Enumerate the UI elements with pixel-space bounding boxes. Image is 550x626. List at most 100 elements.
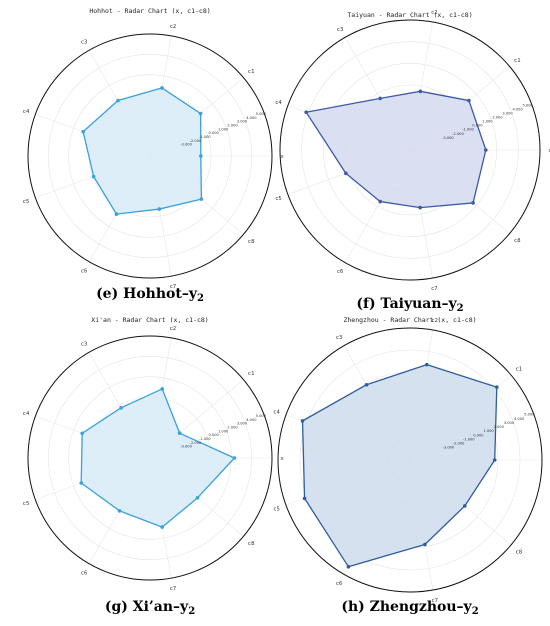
tick-label: -2.000 (190, 139, 202, 143)
tick-label: 1.000 (483, 429, 494, 433)
axis-label-c2: c2 (431, 318, 438, 324)
data-point-c8 (195, 496, 200, 500)
axis-label-c2: c2 (431, 10, 438, 16)
tick-label: 2.000 (492, 116, 503, 120)
figure-caption: (f) Taiyuan–y2 (356, 296, 463, 314)
tick-label: 3.000 (237, 422, 248, 426)
data-point-c6 (346, 564, 351, 569)
axis-label-c4: c4 (273, 409, 280, 415)
axis-label-c1: c1 (248, 371, 255, 377)
tick-label: 4.000 (246, 116, 257, 120)
tick-label: 4.000 (514, 417, 525, 421)
tick-label: 0.000 (209, 433, 220, 437)
tick-label: -1.000 (199, 437, 211, 441)
data-point-c8 (462, 504, 467, 508)
data-point-c1 (198, 111, 203, 116)
data-point-c2 (160, 387, 164, 391)
tick-label: 2.000 (494, 425, 505, 429)
data-point-c3 (364, 382, 369, 387)
figure-caption: (h) Zhengzhou–y2 (341, 599, 478, 617)
data-point-c4 (81, 129, 85, 134)
tick-label: -3.000 (180, 445, 192, 449)
data-point-c3 (119, 406, 123, 410)
tick-label: -3.000 (443, 446, 455, 450)
radar-chart-1: 5.0004.0003.0002.0001.0000.000-1.000-2.0… (23, 7, 285, 304)
axis-label-c5: c5 (23, 501, 30, 507)
chart-title: Hohhot - Radar Chart (x, c1-c8) (89, 7, 210, 15)
axis-label-c8: c8 (514, 238, 521, 244)
data-point-c7 (423, 542, 427, 547)
axis-label-c7: c7 (170, 586, 177, 592)
data-point-c2 (425, 362, 429, 367)
axis-label-c6: c6 (336, 581, 343, 587)
data-point-c5 (344, 171, 348, 176)
axis-label-c5: c5 (275, 196, 282, 202)
data-point-c7 (418, 205, 422, 210)
data-point-c5 (79, 481, 84, 485)
axis-label-c7: c7 (431, 286, 438, 292)
tick-label: 5.000 (256, 112, 267, 116)
tick-label: -2.000 (453, 442, 465, 446)
tick-label: 3.000 (237, 120, 248, 124)
tick-label: -3.000 (442, 136, 454, 140)
tick-label: 1.000 (482, 120, 493, 124)
data-point-c1 (494, 385, 499, 389)
tick-label: 4.000 (512, 107, 523, 111)
chart-title: Taiyuan - Radar Chart (x, c1-c8) (347, 11, 472, 19)
data-area (80, 388, 236, 528)
axis-label-c3: c3 (337, 27, 344, 33)
outer-frame (279, 19, 541, 281)
axis-label-c4: c4 (23, 109, 30, 115)
axis-label-c1: c1 (515, 367, 522, 373)
axis-label-c1: c1 (514, 58, 521, 64)
data-point-x (232, 456, 237, 460)
tick-label: 0.000 (209, 131, 220, 135)
data-point-c4 (80, 431, 84, 436)
axis-label-c4: c4 (275, 100, 282, 106)
axis-label-c5: c5 (273, 507, 280, 513)
figure-caption: (e) Hohhot–y2 (96, 286, 204, 304)
outer-frame (27, 335, 273, 581)
data-point-c3 (116, 98, 120, 103)
axis-label-c3: c3 (336, 335, 343, 341)
data-point-c7 (157, 207, 162, 211)
axis-label-c6: c6 (81, 570, 88, 576)
tick-label: 5.000 (256, 414, 267, 418)
tick-label: 5.000 (522, 103, 533, 107)
data-point-c1 (467, 98, 471, 103)
axis-label-c3: c3 (81, 40, 88, 46)
axis-label-c8: c8 (248, 239, 255, 245)
tick-label: 2.000 (227, 124, 238, 128)
tick-label: 1.000 (218, 429, 229, 433)
data-point-x (199, 154, 203, 158)
data-point-c2 (418, 89, 423, 94)
outer-frame (277, 327, 543, 593)
radar-chart-3: 5.0004.0003.0002.0001.0000.000-1.000-2.0… (23, 316, 285, 617)
axis-label-c8: c8 (515, 549, 522, 555)
outer-frame (27, 33, 273, 279)
data-point-x (492, 458, 497, 462)
axis-label-c3: c3 (81, 342, 88, 348)
axis-label-c2: c2 (170, 24, 177, 30)
data-point-c5 (91, 174, 96, 179)
axis-label-c6: c6 (81, 268, 88, 274)
chart-title: Zhengzhou - Radar Chart (x, c1-c8) (343, 316, 476, 324)
data-point-c4 (300, 419, 305, 423)
chart-title: Xi'an - Radar Chart (x, c1-c8) (91, 316, 208, 324)
axis-label-c1: c1 (248, 69, 255, 75)
data-point-c5 (302, 496, 307, 501)
data-point-c1 (177, 431, 182, 435)
tick-label: -2.000 (452, 132, 464, 136)
tick-label: 0.000 (472, 124, 483, 128)
tick-label: -1.000 (199, 135, 211, 139)
data-point-x (484, 148, 488, 152)
radar-chart-2: 5.0004.0003.0002.0001.0000.000-1.000-2.0… (275, 10, 550, 314)
figure-caption: (g) Xi’an–y2 (105, 599, 195, 617)
data-area (305, 90, 487, 209)
axis-label-x: x (280, 456, 284, 462)
axis-label-c7: c7 (431, 598, 438, 604)
axis-label-c6: c6 (337, 269, 344, 275)
axis-label-c4: c4 (23, 411, 30, 417)
data-area (82, 87, 203, 215)
